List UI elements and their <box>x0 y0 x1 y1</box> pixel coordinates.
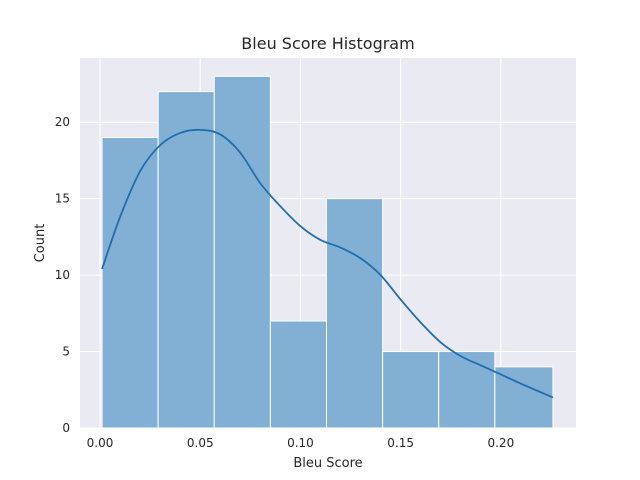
x-tick-label-4: 0.20 <box>487 436 514 450</box>
x-tick-label-3: 0.15 <box>387 436 414 450</box>
x-axis-label: Bleu Score <box>293 456 362 471</box>
x-tick-label-2: 0.10 <box>287 436 314 450</box>
x-tick-label-1: 0.05 <box>187 436 214 450</box>
histogram-bar-1 <box>157 91 215 429</box>
histogram-bar-6 <box>438 351 496 429</box>
y-tick-label-4: 20 <box>55 115 70 129</box>
histogram-bar-4 <box>325 198 384 429</box>
y-tick-label-3: 15 <box>55 192 70 206</box>
histogram-bar-2 <box>213 75 271 429</box>
histogram-bar-3 <box>269 320 327 429</box>
histogram-bars <box>101 75 554 429</box>
y-tick-label-1: 5 <box>62 345 70 359</box>
y-tick-label-0: 0 <box>62 421 70 435</box>
histogram-bar-5 <box>382 351 440 429</box>
histogram-bar-0 <box>101 137 159 429</box>
y-tick-label-2: 10 <box>55 268 70 282</box>
x-tick-label-0: 0.00 <box>87 436 114 450</box>
kde-line <box>101 128 554 399</box>
y-axis-ticks: 0 5 10 15 20 <box>55 115 70 435</box>
x-axis-ticks: 0.00 0.05 0.10 0.15 0.20 <box>87 436 515 450</box>
y-axis-label: Count <box>33 224 48 263</box>
chart-title: Bleu Score Histogram <box>241 34 414 53</box>
